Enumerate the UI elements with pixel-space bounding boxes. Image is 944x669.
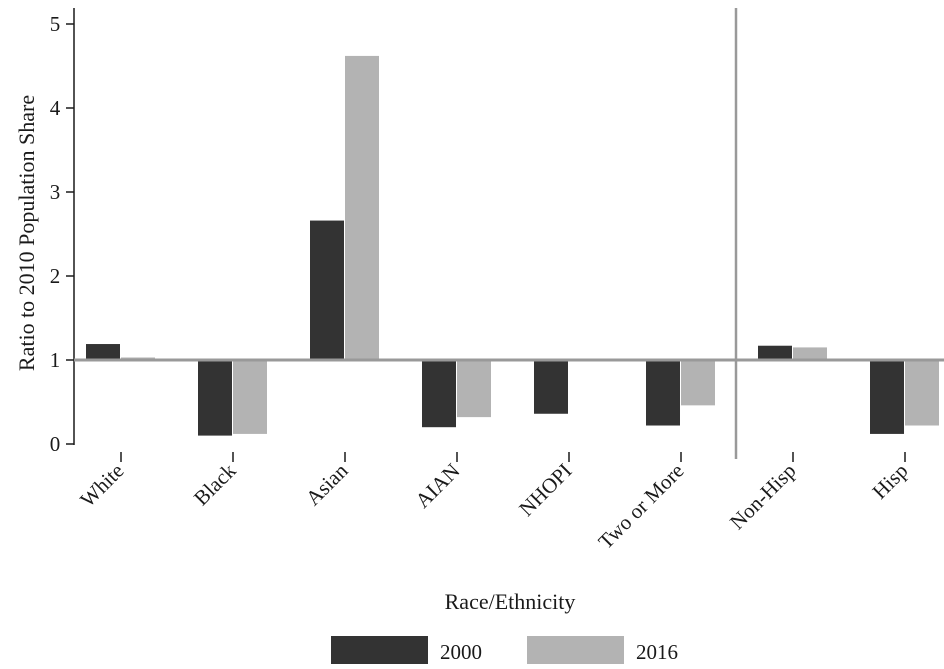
bar-2016	[905, 360, 939, 426]
bar-2000	[758, 345, 792, 360]
x-tick-label: Hisp	[868, 459, 913, 504]
legend-swatch-2016	[527, 636, 624, 664]
bar-2000	[422, 360, 456, 428]
x-tick-label: Asian	[301, 458, 353, 510]
bar-2000	[646, 360, 680, 426]
bar-2000	[198, 360, 232, 436]
x-tick-label: Non-Hisp	[725, 459, 801, 535]
y-tick-label: 4	[50, 96, 61, 120]
y-axis-title: Ratio to 2010 Population Share	[14, 95, 39, 371]
y-tick-label: 0	[50, 432, 61, 456]
bar-2016	[681, 360, 715, 406]
x-tick-label: AIAN	[410, 459, 464, 513]
bar-2016	[233, 360, 267, 434]
bar-2000	[310, 220, 344, 360]
y-tick-label: 2	[50, 264, 61, 288]
x-axis-title: Race/Ethnicity	[445, 589, 576, 614]
bars	[86, 55, 939, 436]
y-axis: 0 1 2 3 4 5	[50, 8, 75, 456]
y-tick-label: 5	[50, 12, 61, 36]
x-tick-label: NHOPI	[514, 459, 576, 521]
y-tick-label: 1	[50, 348, 61, 372]
legend: 2000 2016	[331, 636, 678, 664]
bar-2000	[86, 344, 120, 360]
bar-2000	[534, 360, 568, 414]
legend-label-2016: 2016	[636, 640, 678, 664]
y-tick-label: 3	[50, 180, 61, 204]
x-tick-label: Two or More	[593, 459, 688, 554]
bar-2016	[345, 55, 379, 361]
bar-2000	[870, 360, 904, 434]
reference-lines	[74, 8, 944, 459]
bar-2016	[793, 347, 827, 360]
x-tick-label: Black	[189, 458, 241, 510]
legend-label-2000: 2000	[440, 640, 482, 664]
x-axis: White Black Asian AIAN NHOPI Two or More Non-H…	[75, 452, 913, 554]
legend-swatch-2000	[331, 636, 428, 664]
bar-2016	[457, 360, 491, 418]
x-tick-label: White	[75, 459, 128, 512]
